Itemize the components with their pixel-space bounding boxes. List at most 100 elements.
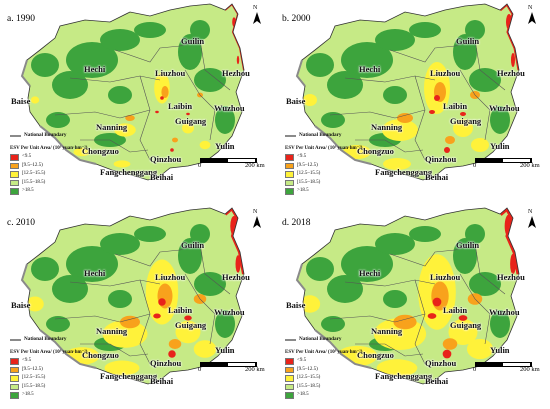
esv-zone xyxy=(52,275,88,303)
esv-legend: ESV Per Unit Area/ (10³ yuan·hm⁻²) <9.5 [9… xyxy=(285,350,362,400)
north-arrow-icon: N xyxy=(250,5,264,25)
city-boundary xyxy=(329,109,426,119)
north-arrow-icon: N xyxy=(250,209,264,229)
city-boundary xyxy=(355,139,424,153)
city-boundary xyxy=(344,279,436,287)
city-boundary xyxy=(80,139,149,153)
boundary-label: National Boundary xyxy=(299,336,342,342)
city-label: Beihai xyxy=(150,172,174,182)
esv-zone xyxy=(199,140,211,150)
legend-label: >18.5 xyxy=(22,188,34,194)
national-boundary xyxy=(295,59,372,165)
map-panel: c. 2010 Guilin Hechi Liuzhou Hezhou Baise Laib… xyxy=(0,204,275,408)
esv-zone xyxy=(168,339,182,349)
boundary-legend: National Boundary xyxy=(285,132,342,138)
city-boundary xyxy=(139,75,151,161)
city-boundary xyxy=(114,243,201,267)
city-label: Chongzuo xyxy=(82,350,119,360)
scale-bar: 0 200 km xyxy=(473,362,545,376)
city-label: Fangchenggang xyxy=(100,371,158,381)
city-label: Yulin xyxy=(215,141,235,151)
legend-swatch xyxy=(10,162,19,169)
legend-swatch xyxy=(10,171,19,178)
city-boundary xyxy=(389,243,476,267)
city-boundary xyxy=(474,39,506,91)
legend-item: [9.5–12.5) xyxy=(10,162,87,171)
city-label: Wuzhou xyxy=(214,307,245,317)
city-label: Liuzhou xyxy=(155,68,186,78)
boundary-legend: National Boundary xyxy=(285,336,342,342)
map-panel: b. 2000 Guilin Hechi Liuzhou Hezhou Baise Laib… xyxy=(275,0,550,204)
esv-zone xyxy=(104,360,140,376)
esv-zone xyxy=(409,22,441,38)
city-label: Laibin xyxy=(443,305,468,315)
boundary-label: National Boundary xyxy=(299,132,342,138)
esv-zone xyxy=(178,238,202,274)
map-canvas xyxy=(20,207,245,385)
city-boundary xyxy=(344,75,436,83)
city-boundary xyxy=(414,279,426,365)
boundary-line-swatch xyxy=(285,135,296,137)
esv-zone xyxy=(102,320,148,348)
esv-zone xyxy=(375,233,415,255)
esv-zone xyxy=(113,160,131,168)
esv-legend: ESV Per Unit Area/ (10³ yuan·hm⁻²) <9.5 [9… xyxy=(10,350,87,400)
scale-bar-graphic xyxy=(475,362,532,367)
esv-zone xyxy=(341,42,393,78)
esv-zone xyxy=(466,338,494,360)
esv-zone xyxy=(73,147,91,157)
esv-zone xyxy=(108,290,132,308)
city-label: Qinzhou xyxy=(425,154,457,164)
legend-swatch xyxy=(10,358,19,365)
esv-zone xyxy=(321,112,345,128)
legend-label: [15.5–18.5) xyxy=(297,383,321,389)
city-label: Fangchenggang xyxy=(375,167,433,177)
city-label: Nanning xyxy=(371,326,403,336)
esv-zone xyxy=(465,224,485,244)
esv-zone xyxy=(186,112,190,116)
scale-start-label: 0 xyxy=(198,366,202,373)
city-boundary xyxy=(355,343,424,357)
esv-legend: ESV Per Unit Area/ (10³ yuan·hm⁻²) <9.5 [9… xyxy=(285,146,362,196)
legend-swatch xyxy=(285,162,294,169)
boundary-line-swatch xyxy=(10,339,21,341)
esv-zone xyxy=(236,55,240,65)
esv-zone xyxy=(100,233,140,255)
esv-zone xyxy=(215,310,235,338)
city-label: Guigang xyxy=(175,116,207,126)
esv-zone xyxy=(168,350,176,358)
esv-zone xyxy=(453,238,477,274)
city-label: Baise xyxy=(286,300,306,310)
legend-label: [15.5–18.5) xyxy=(297,179,321,185)
legend-item: <9.5 xyxy=(10,357,87,366)
legend-label: [12.5–15.5) xyxy=(297,375,321,381)
boundary-line-swatch xyxy=(10,135,21,137)
legend-swatch xyxy=(10,188,19,195)
esv-zone xyxy=(397,113,413,123)
city-boundary xyxy=(184,69,216,141)
city-label: Guigang xyxy=(450,116,482,126)
city-label: Guilin xyxy=(181,36,205,46)
city-boundary xyxy=(184,273,216,345)
legend-label: [9.5–12.5) xyxy=(297,366,318,372)
esv-zone xyxy=(382,119,418,141)
esv-zone xyxy=(469,68,501,92)
esv-zone xyxy=(453,119,473,137)
scale-end-label: 200 km xyxy=(245,162,265,169)
city-label: Hechi xyxy=(359,268,381,278)
esv-zone xyxy=(31,257,59,281)
city-label: Nanning xyxy=(96,326,128,336)
esv-zone xyxy=(153,313,161,319)
city-boundary xyxy=(139,279,151,365)
legend-swatch xyxy=(285,154,294,161)
esv-zone xyxy=(52,71,88,99)
city-label: Yulin xyxy=(490,345,510,355)
scale-end-label: 200 km xyxy=(245,366,265,373)
city-label: Beihai xyxy=(425,172,449,182)
city-boundary xyxy=(199,39,231,91)
boundary-legend: National Boundary xyxy=(10,336,67,342)
esv-zone xyxy=(327,275,363,303)
legend-label: >18.5 xyxy=(22,392,34,398)
city-label: Liuzhou xyxy=(430,68,461,78)
scale-start-label: 0 xyxy=(198,162,202,169)
